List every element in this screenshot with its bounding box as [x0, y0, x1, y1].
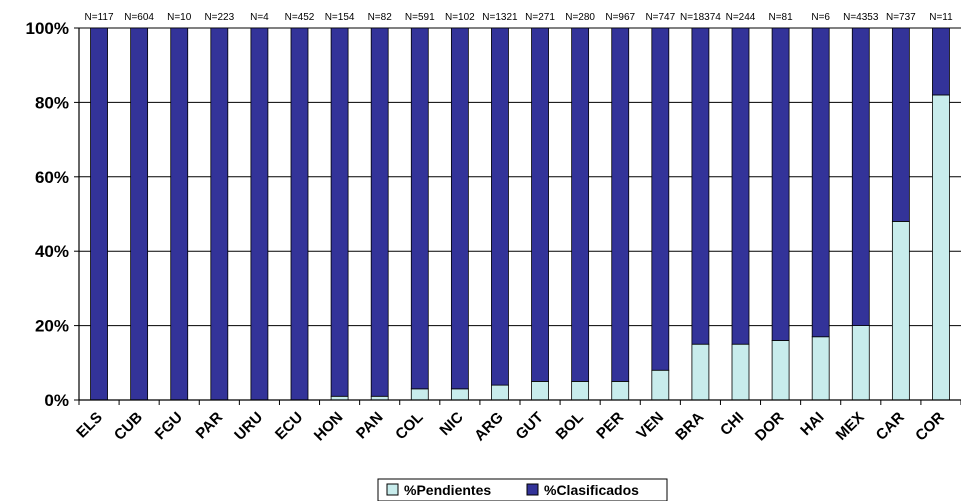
x-tick-label: PER: [593, 409, 627, 443]
bar-segment-clasificados: [90, 27, 108, 401]
bar-segment-clasificados: [571, 27, 590, 382]
n-label: N=6: [811, 12, 830, 23]
n-label: N=1321: [482, 12, 518, 23]
x-tick-label: BOL: [553, 409, 587, 443]
y-tick-label: 60%: [35, 168, 69, 187]
n-label: N=82: [368, 12, 393, 23]
bar-segment-pendientes: [691, 343, 710, 401]
x-tick-label: CHI: [717, 409, 747, 439]
y-tick-label: 0%: [44, 391, 69, 410]
x-tick-label: HON: [311, 409, 347, 445]
n-label: N=81: [768, 12, 793, 23]
n-labels: N=117 N=604 N=10 N=223 N=4 N=452 N=154 N=82 N=59…: [85, 12, 954, 23]
x-tick-label: FGU: [152, 409, 186, 443]
x-tick-label: URU: [231, 409, 266, 444]
x-tick-label: ECU: [272, 409, 306, 443]
bar-segment-clasificados: [932, 27, 950, 96]
x-tick-label: PAN: [353, 409, 387, 443]
bar-segment-clasificados: [531, 27, 549, 382]
bar-segment-pendientes: [891, 221, 910, 401]
bar-segment-clasificados: [290, 27, 309, 401]
bar-segment-clasificados: [410, 27, 429, 390]
x-tick-label: PAR: [193, 409, 227, 443]
bar-segment-clasificados: [170, 27, 189, 401]
x-tick-label: ARG: [471, 409, 507, 445]
n-label: N=154: [325, 12, 355, 23]
n-label: N=102: [445, 12, 475, 23]
legend-label-pendientes: %Pendientes: [404, 482, 491, 498]
n-label: N=452: [285, 12, 315, 23]
x-tick-labels: ELS CUB FGU PAR URU ECU HON PAN COL NIC ARG GUT BOL P…: [73, 409, 948, 445]
n-label: N=604: [124, 12, 154, 23]
bar-segment-pendientes: [450, 388, 469, 401]
y-tick-label: 40%: [35, 242, 69, 261]
x-tick-label: GUT: [512, 409, 546, 443]
n-label: N=4353: [843, 12, 879, 23]
x-tick-label: HAI: [797, 409, 827, 439]
bar-segment-clasificados: [450, 27, 469, 390]
x-tick-label: BRA: [672, 409, 707, 444]
n-label: N=271: [525, 12, 555, 23]
bar-segment-clasificados: [250, 27, 269, 401]
y-tick-label: 100%: [26, 19, 69, 38]
bar-segment-clasificados: [370, 27, 389, 397]
bar-segment-clasificados: [651, 27, 670, 371]
bar-segment-pendientes: [410, 388, 429, 401]
x-tick-label: ELS: [73, 409, 106, 442]
bar-segment-pendientes: [811, 336, 830, 401]
n-label: N=10: [167, 12, 192, 23]
n-label: N=967: [605, 12, 635, 23]
bars: [90, 27, 950, 401]
x-tick-label: NIC: [436, 409, 466, 439]
y-tick-label: 80%: [35, 93, 69, 112]
x-tick-label: MEX: [833, 409, 868, 444]
legend-swatch-clasificados: [526, 483, 539, 496]
axes: [74, 27, 961, 405]
bar-segment-pendientes: [571, 380, 590, 401]
bar-segment-clasificados: [210, 27, 229, 401]
bar-segment-clasificados: [731, 27, 750, 345]
legend: %Pendientes %Clasificados: [377, 478, 668, 501]
n-label: N=223: [204, 12, 234, 23]
y-tick-labels: 0% 20% 40% 60% 80% 100%: [26, 19, 69, 410]
bar-segment-clasificados: [330, 27, 349, 397]
bar-segment-clasificados: [811, 27, 830, 338]
bar-segment-pendientes: [611, 380, 630, 401]
x-tick-label: CAR: [873, 409, 908, 444]
legend-frame: [377, 478, 668, 501]
bar-segment-pendientes: [932, 94, 950, 401]
n-label: N=11: [929, 12, 953, 23]
x-tick-label: COR: [912, 409, 948, 445]
n-label: N=280: [565, 12, 595, 23]
bar-segment-clasificados: [130, 27, 149, 401]
n-label: N=4: [250, 12, 269, 23]
x-tick-label: COL: [392, 409, 426, 443]
bar-segment-pendientes: [731, 343, 750, 401]
x-tick-label: DOR: [752, 409, 788, 445]
n-label: N=737: [886, 12, 916, 23]
bar-segment-clasificados: [891, 27, 910, 222]
n-label: N=244: [726, 12, 756, 23]
bar-segment-clasificados: [771, 27, 790, 341]
legend-swatch-pendientes: [386, 483, 399, 496]
bar-segment-clasificados: [691, 27, 710, 345]
x-tick-label: VEN: [633, 409, 667, 443]
bar-segment-pendientes: [531, 380, 549, 401]
legend-label-clasificados: %Clasificados: [544, 482, 639, 498]
bar-segment-clasificados: [611, 27, 630, 382]
n-label: N=18374: [680, 12, 721, 23]
y-tick-label: 20%: [35, 317, 69, 336]
bar-segment-pendientes: [651, 369, 670, 401]
bar-segment-clasificados: [491, 27, 509, 386]
bar-segment-pendientes: [851, 325, 870, 401]
bar-segment-pendientes: [771, 340, 790, 401]
n-label: N=747: [645, 12, 675, 23]
x-tick-label: CUB: [111, 409, 146, 444]
n-label: N=117: [85, 12, 114, 23]
bar-segment-clasificados: [851, 27, 870, 327]
n-label: N=591: [405, 12, 435, 23]
bar-segment-pendientes: [491, 384, 509, 401]
